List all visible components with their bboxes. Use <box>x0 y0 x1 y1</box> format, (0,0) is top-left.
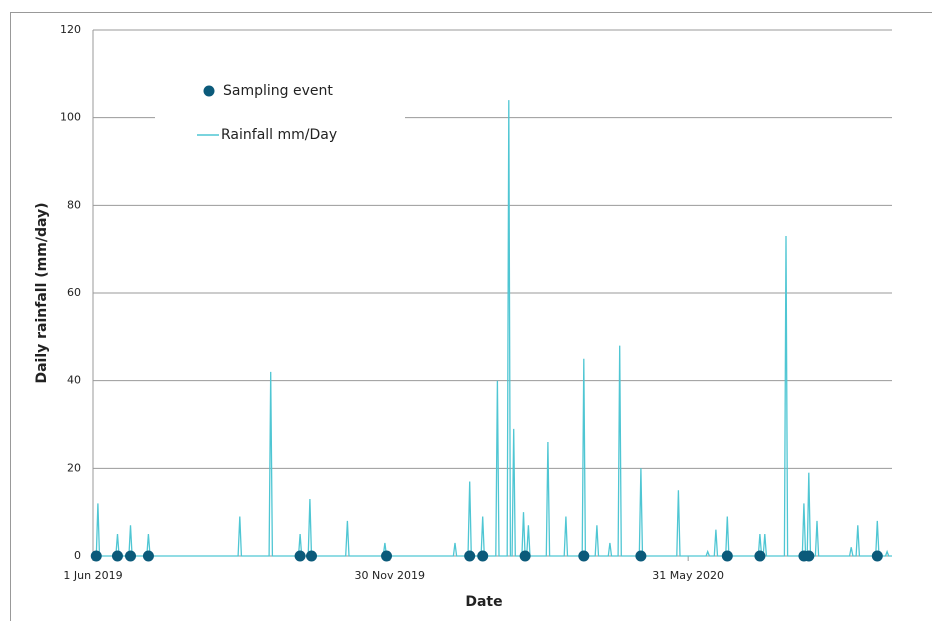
sampling-point <box>871 550 883 562</box>
legend-marker <box>203 85 215 97</box>
sampling-point <box>803 550 815 562</box>
sampling-point <box>306 550 318 562</box>
x-tick-label: 31 May 2020 <box>652 569 724 582</box>
y-tick-label: 120 <box>60 23 81 36</box>
sampling-point <box>754 550 766 562</box>
sampling-point <box>721 550 733 562</box>
y-axis-title: Daily rainfall (mm/day) <box>34 202 50 383</box>
sampling-point <box>635 550 647 562</box>
y-tick-label: 80 <box>67 198 81 211</box>
y-tick-label: 0 <box>74 549 81 562</box>
sampling-point <box>381 550 393 562</box>
sampling-point <box>464 550 476 562</box>
y-tick-label: 100 <box>60 111 81 124</box>
y-tick-label: 20 <box>67 461 81 474</box>
x-axis-title: Date <box>465 594 502 610</box>
legend-box <box>155 72 405 164</box>
x-tick-label: 30 Nov 2019 <box>355 569 425 582</box>
sampling-point <box>294 550 306 562</box>
sampling-point <box>578 550 590 562</box>
sampling-point <box>90 550 102 562</box>
sampling-point <box>125 550 137 562</box>
y-tick-label: 60 <box>67 286 81 299</box>
sampling-point <box>477 550 489 562</box>
sampling-point <box>519 550 531 562</box>
sampling-point <box>111 550 123 562</box>
x-tick-label: 1 Jun 2019 <box>63 569 122 582</box>
rainfall-line <box>93 100 892 557</box>
frame <box>10 12 932 621</box>
sampling-point <box>142 550 154 562</box>
legend-label: Rainfall mm/Day <box>221 127 337 143</box>
y-tick-label: 40 <box>67 374 81 387</box>
legend-label: Sampling event <box>223 83 333 99</box>
